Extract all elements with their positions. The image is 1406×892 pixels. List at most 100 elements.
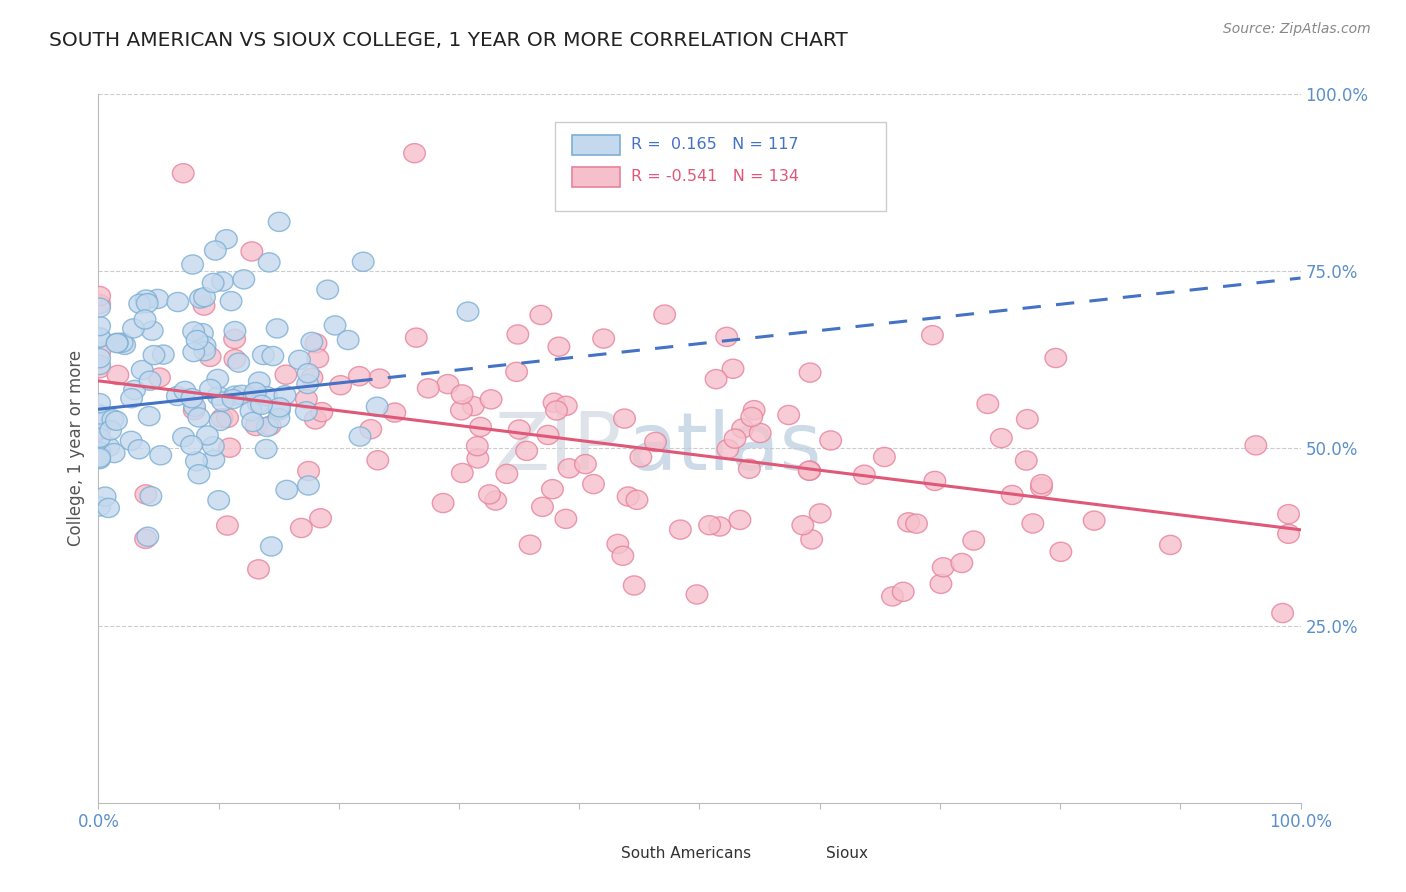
Ellipse shape xyxy=(124,380,145,400)
Ellipse shape xyxy=(298,476,319,495)
Ellipse shape xyxy=(89,393,111,413)
Ellipse shape xyxy=(297,364,319,383)
Ellipse shape xyxy=(873,448,896,467)
Ellipse shape xyxy=(262,346,284,366)
Ellipse shape xyxy=(217,409,239,427)
Ellipse shape xyxy=(221,292,242,310)
Ellipse shape xyxy=(541,480,564,499)
Ellipse shape xyxy=(898,513,920,532)
Ellipse shape xyxy=(194,336,217,355)
Ellipse shape xyxy=(432,493,454,513)
Ellipse shape xyxy=(152,345,174,364)
Ellipse shape xyxy=(181,435,202,455)
Ellipse shape xyxy=(360,419,381,439)
FancyBboxPatch shape xyxy=(555,122,886,211)
Ellipse shape xyxy=(467,436,488,456)
Ellipse shape xyxy=(89,359,111,378)
Ellipse shape xyxy=(186,451,207,471)
Ellipse shape xyxy=(519,535,541,554)
Ellipse shape xyxy=(626,491,648,509)
Ellipse shape xyxy=(222,390,243,409)
Ellipse shape xyxy=(546,401,568,420)
Ellipse shape xyxy=(245,383,266,401)
Ellipse shape xyxy=(801,530,823,549)
Ellipse shape xyxy=(150,446,172,465)
Ellipse shape xyxy=(228,353,249,372)
Ellipse shape xyxy=(744,401,765,420)
Ellipse shape xyxy=(575,455,596,474)
Ellipse shape xyxy=(136,527,159,546)
Ellipse shape xyxy=(485,491,506,510)
Ellipse shape xyxy=(202,437,224,456)
Ellipse shape xyxy=(204,241,226,260)
Ellipse shape xyxy=(89,294,111,314)
Ellipse shape xyxy=(778,406,800,425)
Ellipse shape xyxy=(181,255,204,274)
Text: ZIP: ZIP xyxy=(494,409,621,487)
FancyBboxPatch shape xyxy=(776,842,818,864)
Ellipse shape xyxy=(209,411,231,431)
Ellipse shape xyxy=(508,325,529,344)
Ellipse shape xyxy=(240,242,263,261)
Ellipse shape xyxy=(135,485,156,504)
Ellipse shape xyxy=(131,360,153,380)
Ellipse shape xyxy=(183,401,205,420)
Ellipse shape xyxy=(134,310,156,329)
Ellipse shape xyxy=(309,508,332,528)
Ellipse shape xyxy=(1050,542,1071,561)
Ellipse shape xyxy=(89,328,111,347)
Ellipse shape xyxy=(582,475,605,493)
Ellipse shape xyxy=(197,425,218,445)
Ellipse shape xyxy=(699,516,720,535)
Text: South Americans: South Americans xyxy=(621,846,751,861)
Ellipse shape xyxy=(405,328,427,347)
Ellipse shape xyxy=(94,487,115,506)
Ellipse shape xyxy=(301,333,322,351)
Ellipse shape xyxy=(211,409,233,428)
FancyBboxPatch shape xyxy=(572,842,614,864)
Ellipse shape xyxy=(706,369,727,389)
Ellipse shape xyxy=(166,386,188,406)
Ellipse shape xyxy=(243,386,264,405)
Ellipse shape xyxy=(89,428,111,448)
Ellipse shape xyxy=(128,440,150,458)
Ellipse shape xyxy=(418,379,439,398)
Ellipse shape xyxy=(977,394,998,414)
Ellipse shape xyxy=(250,395,273,415)
Ellipse shape xyxy=(276,480,298,500)
Ellipse shape xyxy=(269,212,290,231)
Ellipse shape xyxy=(555,396,576,416)
Ellipse shape xyxy=(612,546,634,566)
Ellipse shape xyxy=(799,461,821,480)
Ellipse shape xyxy=(217,516,238,535)
Ellipse shape xyxy=(89,497,111,516)
Ellipse shape xyxy=(1017,409,1038,429)
Ellipse shape xyxy=(404,144,426,162)
Ellipse shape xyxy=(89,355,111,375)
Ellipse shape xyxy=(893,582,914,601)
Ellipse shape xyxy=(337,330,359,350)
Ellipse shape xyxy=(247,560,270,579)
Text: R = -0.541   N = 134: R = -0.541 N = 134 xyxy=(631,169,799,184)
Ellipse shape xyxy=(89,298,111,318)
Y-axis label: College, 1 year or more: College, 1 year or more xyxy=(66,351,84,546)
Ellipse shape xyxy=(89,413,111,433)
Ellipse shape xyxy=(1246,436,1267,455)
Ellipse shape xyxy=(202,273,224,293)
Ellipse shape xyxy=(717,440,738,458)
Ellipse shape xyxy=(924,471,946,491)
Ellipse shape xyxy=(543,393,565,412)
Ellipse shape xyxy=(810,504,831,523)
Ellipse shape xyxy=(723,359,744,378)
Ellipse shape xyxy=(98,499,120,517)
Ellipse shape xyxy=(669,520,692,539)
Ellipse shape xyxy=(138,407,160,425)
Ellipse shape xyxy=(191,324,214,343)
FancyBboxPatch shape xyxy=(572,167,620,186)
Ellipse shape xyxy=(1045,349,1067,368)
Ellipse shape xyxy=(686,585,707,604)
Ellipse shape xyxy=(136,293,157,313)
Ellipse shape xyxy=(307,349,329,368)
Ellipse shape xyxy=(531,497,554,516)
Ellipse shape xyxy=(260,537,283,556)
